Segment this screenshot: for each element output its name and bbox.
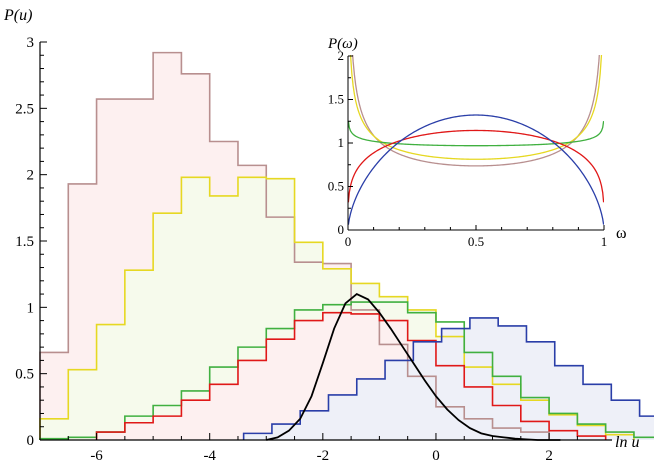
main-x-tick-label: -2 [317,448,330,464]
inset-curve-2 [348,121,604,147]
inset-x-tick-label: 0.5 [468,234,484,249]
inset-lines [348,55,604,225]
main-y-tick-label: 2.5 [15,101,34,117]
main-x-tick-label: 2 [545,448,553,464]
inset-y-tick-label: 1 [338,135,345,150]
histogram-line-0 [39,51,550,440]
main-y-tick-label: 3 [27,35,35,51]
inset-axes: 0 0.5 1 0 0.5 1 1.5 2 [328,48,608,249]
main-y-tick-label: 1.5 [15,234,34,250]
inset-x-axis-label: ω [616,225,627,242]
inset-curve-1 [349,55,603,160]
inset-y-axis-label: P(ω) [327,36,358,52]
inset-curve-3 [348,129,604,203]
main-x-tick-label: -4 [203,448,216,464]
inset-y-tick-label: 2 [338,48,345,63]
main-y-tick-label: 1 [27,300,35,316]
main-x-tick-label: -6 [90,448,103,464]
main-x-tick-label: 0 [432,448,440,464]
histogram-line-2 [39,301,654,440]
fit-curve [266,293,561,441]
inset-y-tick-label: 1.5 [328,92,344,107]
histogram-line-1 [39,176,635,440]
main-y-tick-label: 0.5 [15,367,34,383]
main-y-tick-label: 2 [27,168,35,184]
main-y-axis-label: P(u) [3,7,32,24]
main-histogram-lines [39,51,654,440]
main-curve-group [266,293,561,441]
inset-x-tick-label: 0 [345,234,352,249]
main-axes: -6 -4 -2 0 2 0 0.5 1 1.5 2 2.5 3 [15,35,612,464]
inset-y-tick-label: 0.5 [328,179,344,194]
inset-x-tick-label: 1 [601,234,608,249]
histogram-fill-4 [243,317,654,440]
main-x-axis-label: ln u [615,434,639,451]
histogram-line-4 [242,317,654,440]
inset-y-tick-label: 0 [338,222,345,237]
inset-curve-4 [348,114,604,225]
histogram-line-3 [95,311,607,440]
main-y-tick-label: 0 [27,433,35,449]
